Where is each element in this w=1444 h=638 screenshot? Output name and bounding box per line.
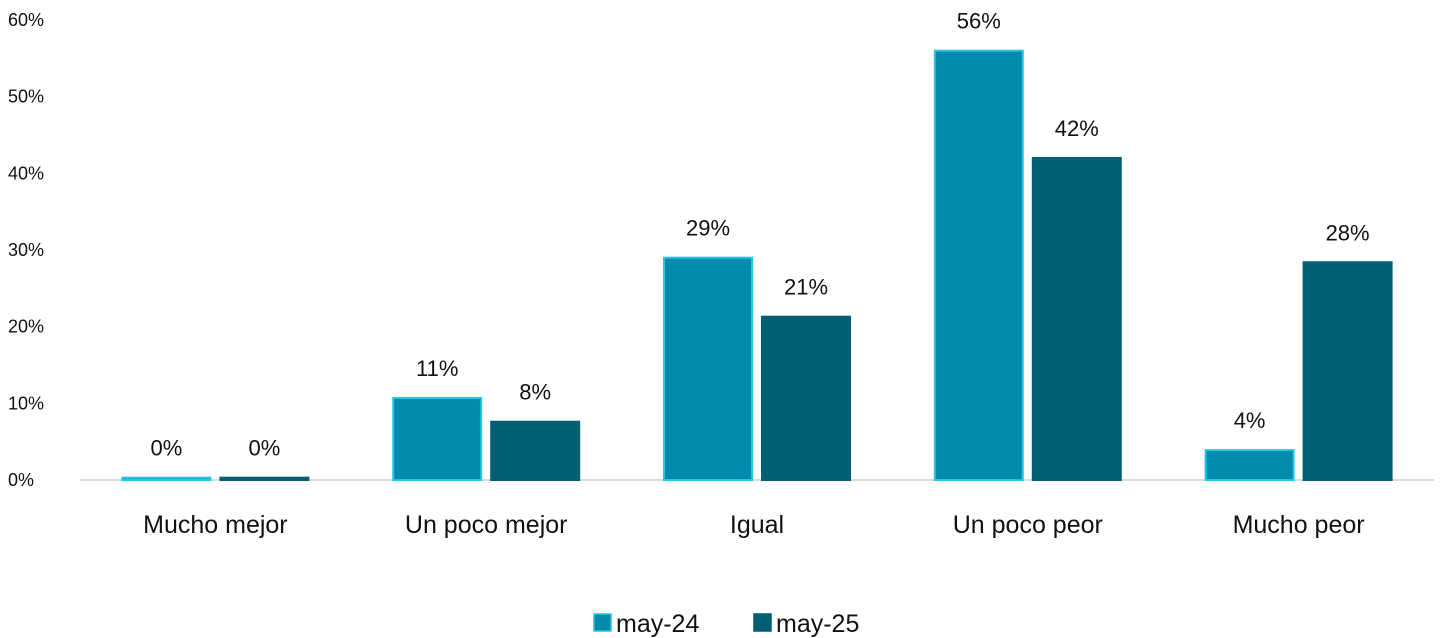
y-tick-label: 30% — [8, 240, 44, 260]
legend: may-24 may-25 — [593, 610, 859, 638]
legend-swatch — [753, 613, 772, 632]
bar-may-25 — [761, 315, 851, 482]
y-tick-label: 40% — [8, 163, 44, 183]
data-label: 28% — [1326, 220, 1370, 245]
data-label: 4% — [1234, 408, 1266, 433]
bar-may-25 — [1031, 157, 1122, 481]
y-tick-label: 10% — [8, 393, 44, 413]
legend-swatch — [593, 613, 612, 632]
data-labels: 0% 0% 11% 8% 29% 21% 56% 42% 4% 28% — [151, 9, 1370, 461]
bar-may-24 — [1204, 449, 1295, 482]
x-tick-label: Mucho peor — [1233, 511, 1365, 539]
data-label: 29% — [686, 216, 730, 241]
y-tick-label: 60% — [8, 10, 44, 30]
bar-may-25 — [1302, 261, 1393, 481]
legend-label: may-24 — [616, 610, 699, 638]
data-label: 42% — [1055, 116, 1099, 141]
data-label: 21% — [784, 275, 828, 300]
bars — [121, 49, 1393, 482]
x-tick-label: Mucho mejor — [143, 511, 288, 539]
bar-may-25 — [490, 420, 581, 482]
y-tick-label: 0% — [8, 470, 34, 490]
legend-label: may-25 — [776, 610, 859, 638]
y-tick-label: 20% — [8, 317, 44, 337]
bar-may-24 — [121, 476, 212, 482]
data-label: 11% — [416, 356, 458, 381]
x-tick-label: Un poco mejor — [405, 511, 568, 539]
data-label: 0% — [151, 436, 183, 461]
data-label: 0% — [249, 436, 281, 461]
x-axis: Mucho mejor Un poco mejor Igual Un poco peo… — [143, 511, 1364, 539]
data-label: 56% — [957, 9, 1001, 34]
data-label: 8% — [519, 380, 551, 405]
bar-may-25 — [219, 476, 310, 482]
x-tick-label: Un poco peor — [953, 511, 1103, 539]
bar-may-24 — [663, 256, 753, 481]
y-axis: 0% 10% 20% 30% 40% 50% 60% — [8, 10, 44, 490]
bar-may-24 — [933, 49, 1024, 482]
y-tick-label: 50% — [8, 87, 44, 107]
x-tick-label: Igual — [730, 511, 784, 539]
bar-may-24 — [392, 396, 483, 482]
